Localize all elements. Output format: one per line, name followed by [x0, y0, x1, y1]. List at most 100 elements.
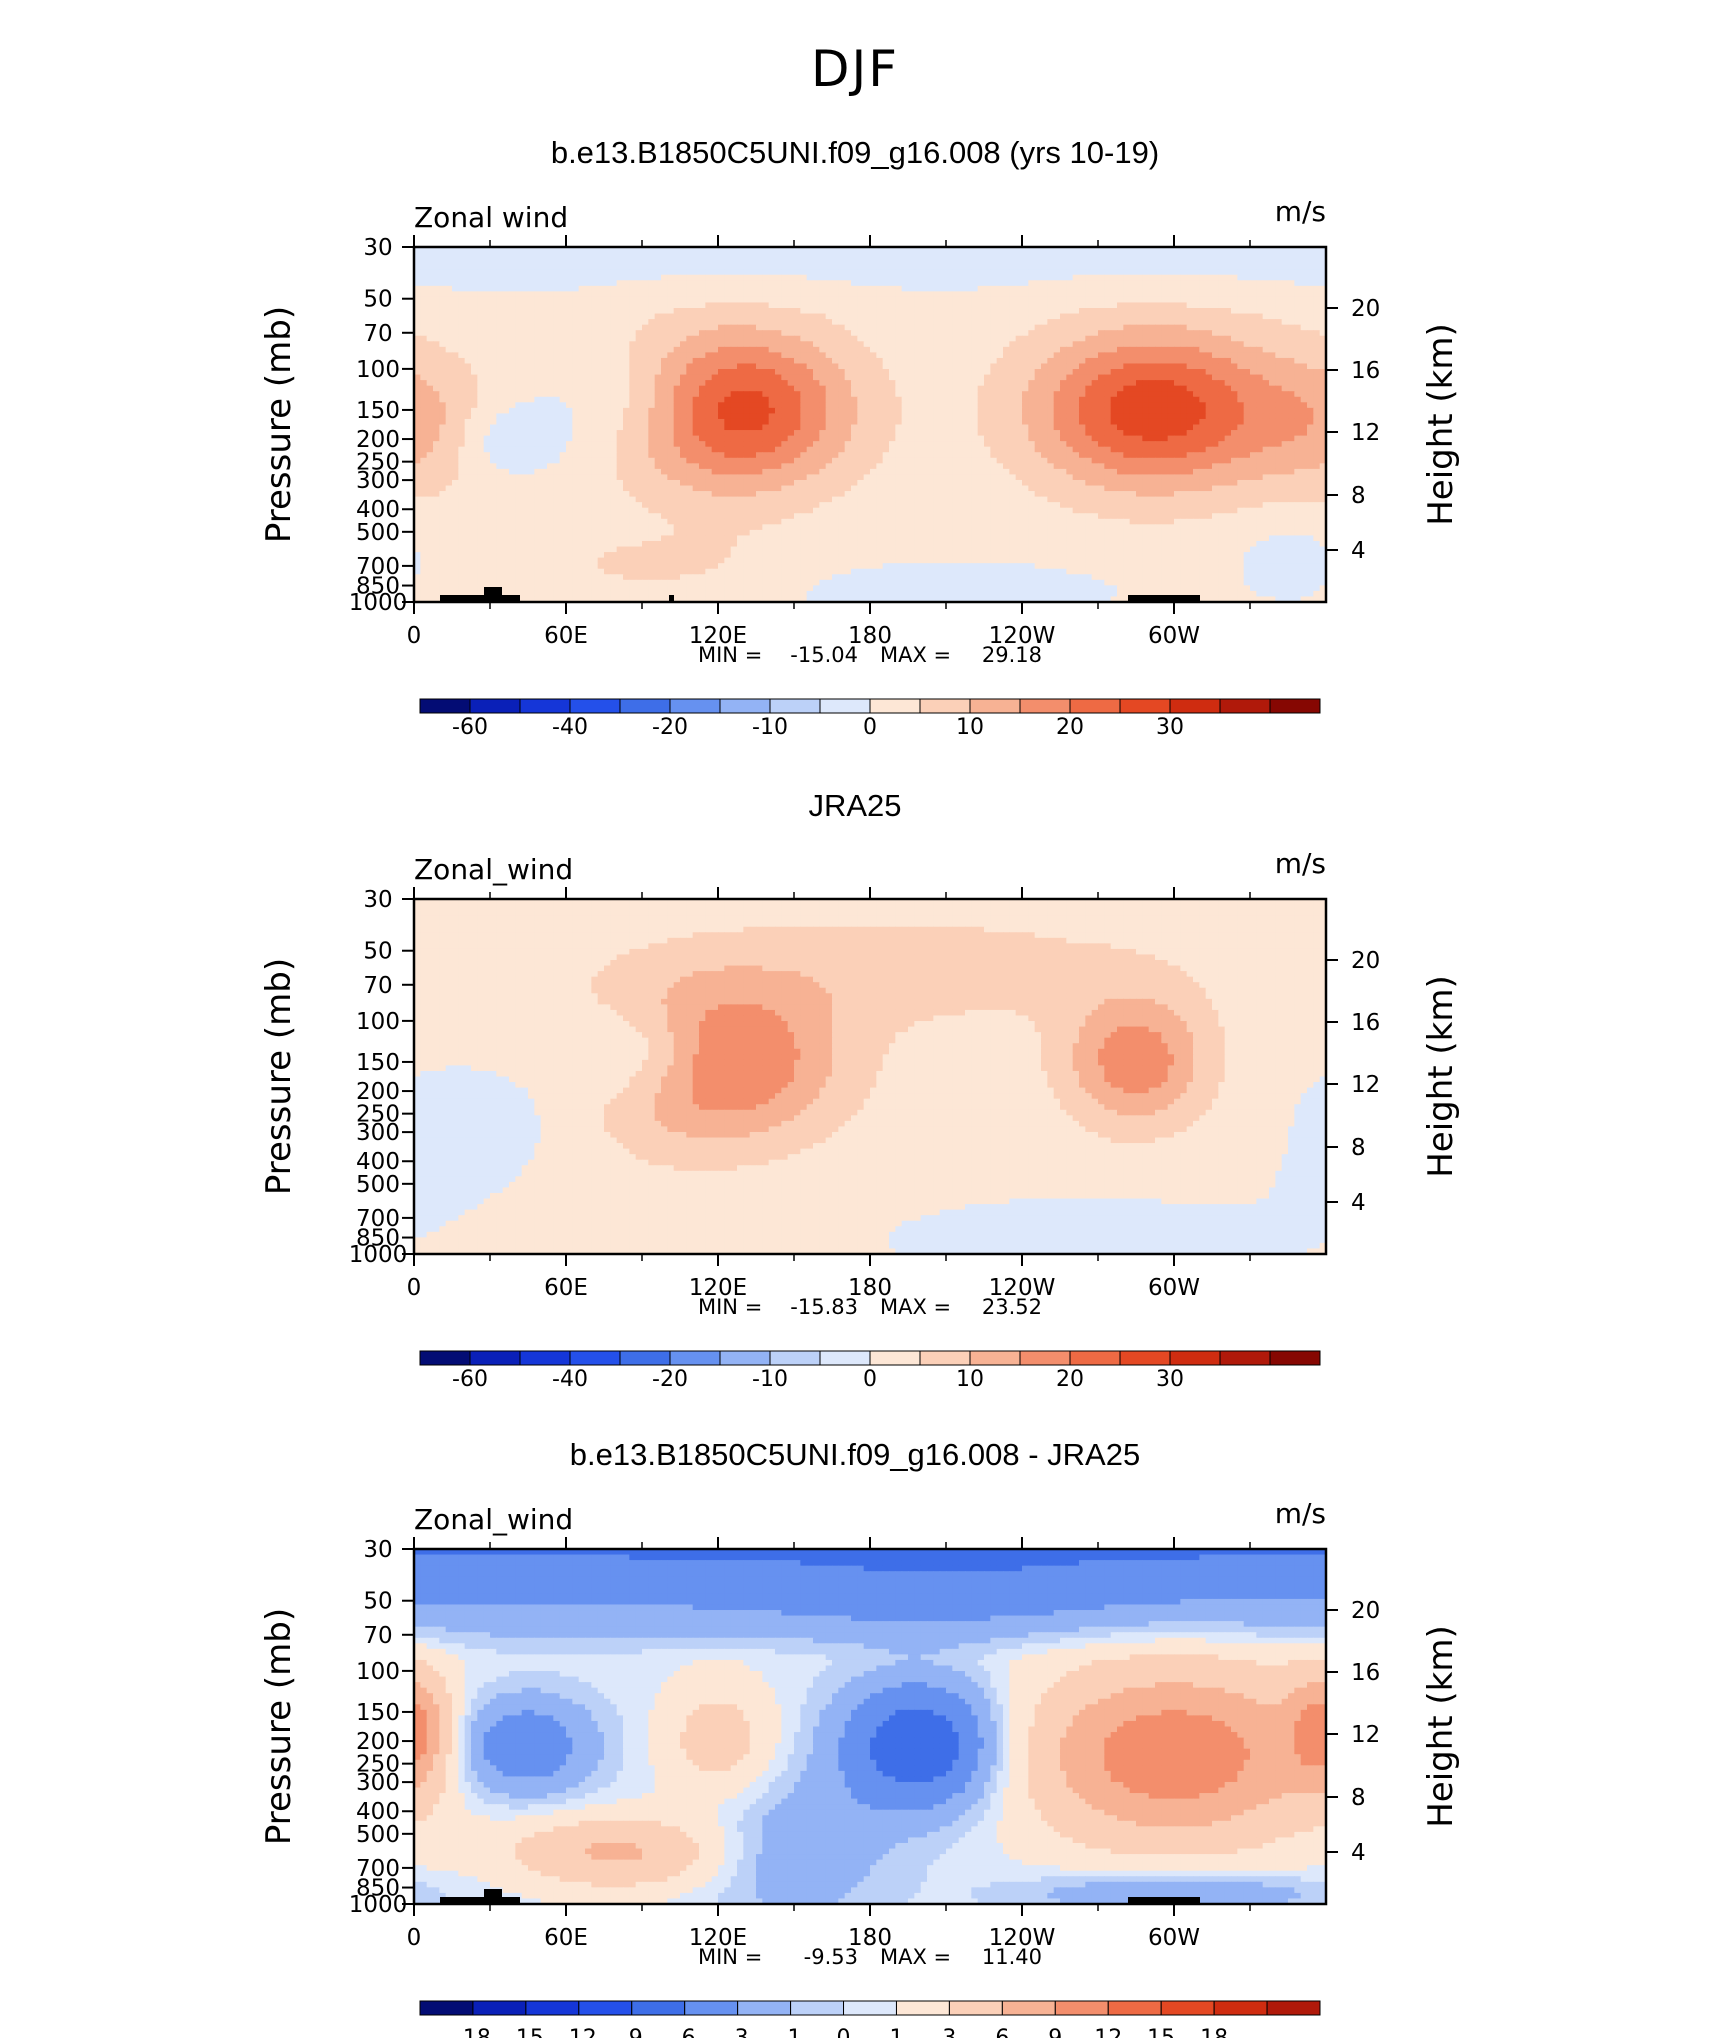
field-cell [452, 408, 459, 414]
field-cell [699, 430, 706, 436]
field-cell [490, 314, 497, 320]
field-cell [623, 408, 630, 414]
field-cell [819, 375, 826, 381]
field-cell [572, 436, 579, 442]
field-cell [1104, 336, 1111, 342]
field-cell [566, 297, 573, 303]
field-cell [579, 402, 586, 408]
field-cell [889, 369, 896, 375]
field-cell [851, 363, 858, 369]
field-cell [1168, 319, 1175, 325]
field-cell [572, 425, 579, 431]
field-cell [1003, 375, 1010, 381]
field-cell [629, 319, 636, 325]
field-cell [769, 280, 776, 286]
field-cell [1142, 275, 1149, 281]
field-cell [813, 302, 820, 308]
field-cell [1168, 258, 1175, 264]
field-cell [477, 380, 484, 386]
field-cell [503, 380, 510, 386]
field-cell [1016, 425, 1023, 431]
field-cell [458, 358, 465, 364]
field-cell [636, 397, 643, 403]
field-cell [1244, 330, 1251, 336]
field-cell [781, 325, 788, 331]
field-cell [788, 291, 795, 297]
field-cell [921, 380, 928, 386]
field-cell [484, 264, 491, 270]
field-cell [889, 436, 896, 442]
field-cell [1294, 369, 1301, 375]
field-cell [1282, 264, 1289, 270]
field-cell [1288, 363, 1295, 369]
field-cell [1231, 325, 1238, 331]
field-cell [655, 336, 662, 342]
field-cell [604, 369, 611, 375]
field-cell [1098, 363, 1105, 369]
field-cell [1073, 314, 1080, 320]
field-cell [1282, 386, 1289, 392]
field-cell [623, 314, 630, 320]
field-cell [971, 402, 978, 408]
field-cell [534, 325, 541, 331]
field-cell [528, 330, 535, 336]
field-cell [433, 425, 440, 431]
field-cell [617, 314, 624, 320]
field-cell [718, 314, 725, 320]
field-cell [686, 419, 693, 425]
field-cell [718, 341, 725, 347]
field-cell [433, 380, 440, 386]
field-cell [572, 275, 579, 281]
field-cell [762, 297, 769, 303]
field-cell [1085, 352, 1092, 358]
field-cell [458, 286, 465, 292]
field-cell [496, 325, 503, 331]
field-cell [503, 275, 510, 281]
field-cell [794, 358, 801, 364]
field-cell [895, 358, 902, 364]
field-cell [902, 363, 909, 369]
field-cell [705, 336, 712, 342]
panel-1: 0 60E 120E 180 120W 60W3050701001502002503004… [259, 195, 1461, 740]
field-cell [933, 286, 940, 292]
field-cell [553, 336, 560, 342]
field-cell [509, 280, 516, 286]
field-cell [629, 425, 636, 431]
field-cell [1282, 397, 1289, 403]
field-cell [1174, 419, 1181, 425]
field-cell [522, 358, 529, 364]
field-cell [1256, 314, 1263, 320]
field-cell [465, 308, 472, 314]
field-cell [1111, 325, 1118, 331]
field-cell [477, 352, 484, 358]
field-cell [1104, 280, 1111, 286]
field-cell [1136, 352, 1143, 358]
field-cell [1174, 363, 1181, 369]
field-cell [876, 297, 883, 303]
field-cell [1199, 375, 1206, 381]
field-cell [1098, 280, 1105, 286]
field-cell [699, 375, 706, 381]
field-cell [522, 336, 529, 342]
field-cell [1060, 336, 1067, 342]
field-cell [1263, 253, 1270, 259]
field-cell [838, 275, 845, 281]
field-cell [819, 358, 826, 364]
field-cell [515, 286, 522, 292]
field-cell [813, 425, 820, 431]
field-cell [990, 358, 997, 364]
field-cell [1085, 258, 1092, 264]
field-cell [813, 397, 820, 403]
field-cell [1174, 280, 1181, 286]
field-cell [832, 264, 839, 270]
field-cell [686, 430, 693, 436]
field-cell [1104, 369, 1111, 375]
field-cell [762, 264, 769, 270]
field-cell [439, 258, 446, 264]
field-cell [813, 264, 820, 270]
field-cell [952, 258, 959, 264]
field-cell [1079, 369, 1086, 375]
field-cell [1028, 308, 1035, 314]
field-cell [1250, 413, 1257, 419]
field-cell [572, 336, 579, 342]
